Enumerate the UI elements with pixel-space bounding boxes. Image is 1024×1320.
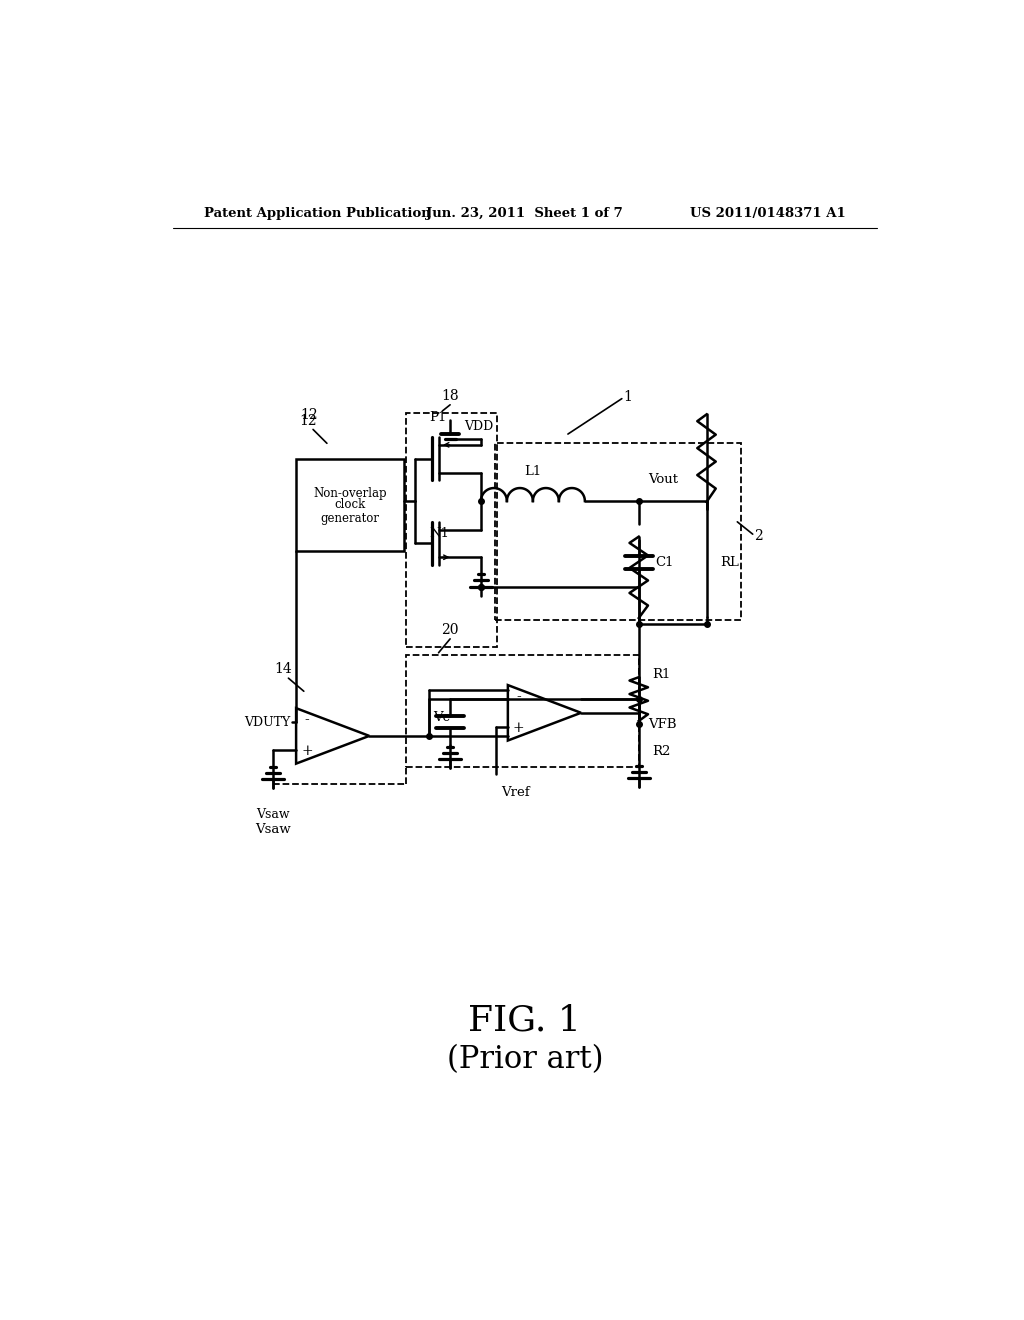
- Text: Vsaw: Vsaw: [256, 808, 290, 821]
- Text: P1: P1: [429, 411, 446, 424]
- Text: -: -: [516, 690, 521, 705]
- Text: Jun. 23, 2011  Sheet 1 of 7: Jun. 23, 2011 Sheet 1 of 7: [426, 207, 624, 220]
- Text: 20: 20: [441, 623, 459, 638]
- Text: 12: 12: [299, 414, 316, 428]
- Text: -: -: [304, 714, 309, 727]
- Text: VDD: VDD: [464, 420, 494, 433]
- Text: C1: C1: [655, 556, 674, 569]
- Text: (Prior art): (Prior art): [446, 1044, 603, 1074]
- Text: Vsaw: Vsaw: [255, 822, 291, 836]
- Text: FIG. 1: FIG. 1: [468, 1003, 582, 1038]
- Text: +: +: [513, 721, 524, 735]
- Bar: [495, 444, 741, 620]
- Text: Patent Application Publication: Patent Application Publication: [204, 207, 430, 220]
- Bar: [407, 413, 497, 647]
- Text: 1: 1: [624, 391, 632, 404]
- Text: 14: 14: [274, 661, 292, 676]
- Text: clock: clock: [335, 499, 366, 511]
- Bar: [296, 459, 403, 552]
- Text: N1: N1: [429, 527, 450, 540]
- Text: VDUTY: VDUTY: [244, 715, 290, 729]
- Text: 12: 12: [300, 408, 318, 422]
- Text: R1: R1: [652, 668, 671, 681]
- Text: US 2011/0148371 A1: US 2011/0148371 A1: [690, 207, 846, 220]
- Text: VFB: VFB: [648, 718, 677, 731]
- Bar: [407, 655, 639, 767]
- Text: L1: L1: [524, 465, 542, 478]
- Text: R2: R2: [652, 744, 671, 758]
- Text: Vc: Vc: [433, 711, 451, 725]
- Text: Non-overlap: Non-overlap: [313, 487, 387, 500]
- Text: generator: generator: [321, 512, 380, 525]
- Text: 18: 18: [441, 389, 459, 404]
- Text: Vref: Vref: [501, 785, 529, 799]
- Text: Vout: Vout: [648, 473, 678, 486]
- Text: 2: 2: [755, 529, 763, 543]
- Text: RL: RL: [720, 556, 739, 569]
- Text: +: +: [301, 744, 312, 758]
